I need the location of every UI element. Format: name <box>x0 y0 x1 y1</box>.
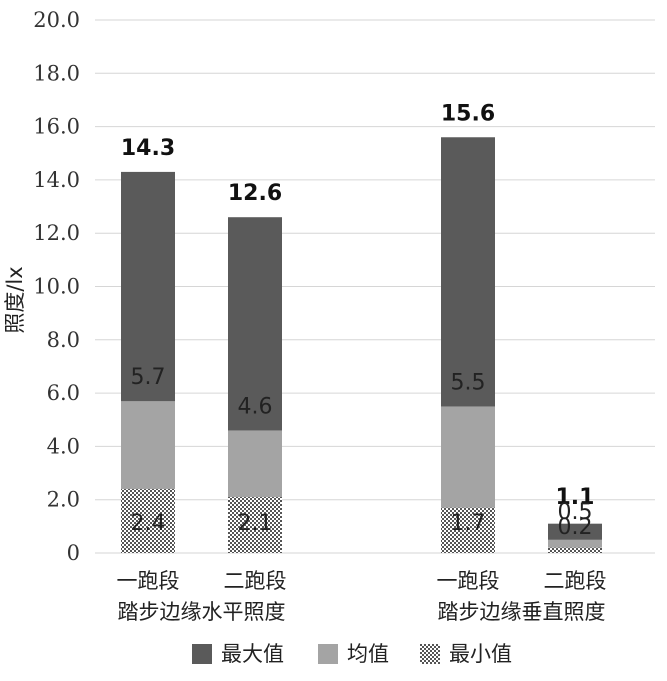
y-axis-label: 照度/lx <box>3 266 27 333</box>
bar-min <box>121 489 175 553</box>
data-label-mean: 4.6 <box>238 394 273 419</box>
x-axis-categories: 一跑段 二跑段 一跑段 二跑段 <box>117 569 607 593</box>
y-axis-ticks: 0 2.0 4.0 6.0 8.0 10.0 12.0 14.0 16.0 18.0 20.0 <box>33 8 80 565</box>
y-tick-label: 16.0 <box>33 115 80 139</box>
bars <box>121 137 602 553</box>
bar-min <box>228 497 282 553</box>
y-tick-label: 8.0 <box>47 328 80 352</box>
legend-swatch <box>318 644 338 664</box>
y-tick-label: 4.0 <box>47 434 80 458</box>
y-tick-label: 2.0 <box>47 488 80 512</box>
data-label-mean: 0.5 <box>558 500 593 525</box>
gridlines <box>95 19 655 554</box>
y-tick-label: 6.0 <box>47 381 80 405</box>
x-group-label: 踏步边缘水平照度 <box>118 600 286 624</box>
legend-label: 均值 <box>347 642 389 666</box>
data-label-max: 12.6 <box>228 181 282 206</box>
x-category-label: 二跑段 <box>544 569 607 593</box>
x-category-label: 一跑段 <box>117 569 180 593</box>
y-tick-label: 18.0 <box>33 61 80 85</box>
bar-min <box>548 547 602 553</box>
legend-label: 最大值 <box>221 642 284 666</box>
x-category-label: 一跑段 <box>437 569 500 593</box>
legend-label: 最小值 <box>449 642 512 666</box>
legend: 最大值 均值 最小值 <box>192 642 512 666</box>
data-label-min: 2.4 <box>131 511 166 536</box>
y-tick-label: 12.0 <box>33 221 80 245</box>
bar-min <box>441 507 495 553</box>
data-label-max: 14.3 <box>121 136 175 161</box>
x-category-label: 二跑段 <box>224 569 287 593</box>
y-tick-label: 20.0 <box>33 8 80 32</box>
data-label-mean: 5.5 <box>451 370 486 395</box>
legend-swatch <box>420 644 440 664</box>
data-label-max: 15.6 <box>441 101 495 126</box>
x-group-label: 踏步边缘垂直照度 <box>438 600 606 624</box>
data-label-min: 0.2 <box>558 515 593 540</box>
y-tick-label: 14.0 <box>33 168 80 192</box>
x-axis-groups: 踏步边缘水平照度 踏步边缘垂直照度 <box>118 600 606 624</box>
y-tick-label: 0 <box>67 541 80 565</box>
legend-swatch <box>192 644 212 664</box>
data-label-min: 2.1 <box>238 511 273 536</box>
data-label-min: 1.7 <box>451 511 486 536</box>
data-label-max: 1.1 <box>556 485 595 510</box>
data-labels: 14.3 5.7 2.4 12.6 4.6 2.1 15.6 5.5 1.7 1.10.50.2 <box>121 101 595 540</box>
data-label-mean: 5.7 <box>131 365 166 390</box>
y-tick-label: 10.0 <box>33 275 80 299</box>
